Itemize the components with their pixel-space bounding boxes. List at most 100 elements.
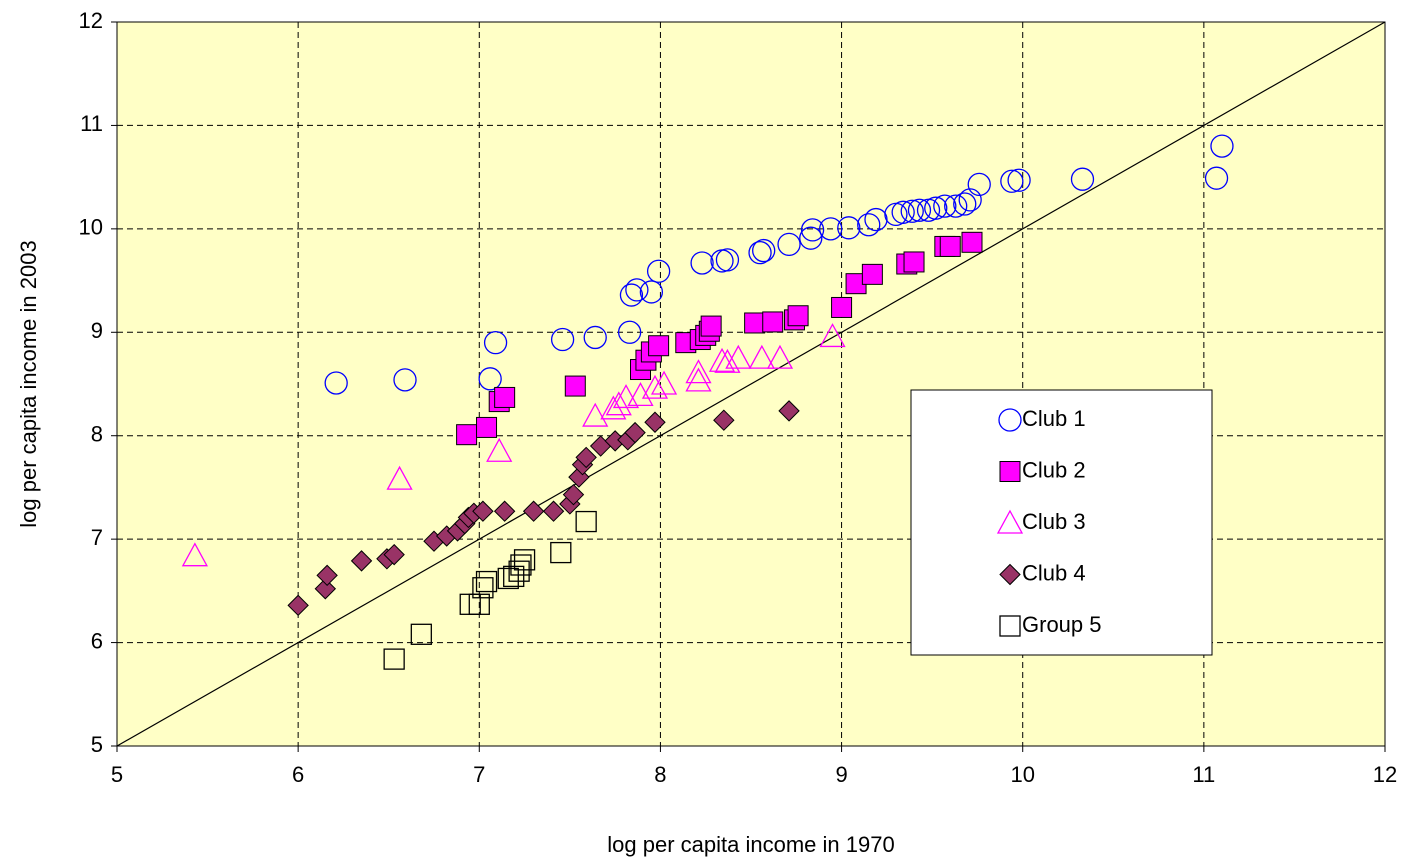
y-tick-label: 7 [91, 525, 103, 550]
point [644, 411, 666, 433]
reference-line [116, 21, 1386, 747]
legend-label: Club 4 [1022, 560, 1086, 585]
y-tick-label: 11 [80, 111, 103, 136]
point [762, 311, 784, 333]
point [708, 347, 736, 372]
x-tick-label: 7 [473, 762, 485, 787]
point [393, 368, 417, 392]
point [617, 320, 642, 344]
y-tick-label: 6 [91, 628, 103, 653]
point [486, 437, 513, 462]
point [639, 280, 664, 304]
point [800, 218, 825, 242]
point [625, 278, 649, 302]
point [181, 542, 208, 567]
point [494, 386, 516, 408]
point [383, 648, 405, 670]
point [513, 549, 536, 571]
x-tick-label: 5 [111, 762, 123, 787]
x-axis-label: log per capita income in 1970 [607, 832, 894, 857]
point [1204, 166, 1229, 190]
point [967, 172, 991, 197]
y-tick-label: 12 [79, 8, 103, 33]
point [1070, 167, 1095, 191]
legend-marker [999, 615, 1021, 637]
point [861, 263, 883, 285]
point [476, 416, 498, 438]
point [575, 446, 597, 469]
point [472, 500, 494, 522]
point [944, 194, 968, 218]
point [646, 259, 671, 283]
point [550, 327, 575, 352]
point [725, 344, 752, 369]
point [907, 198, 932, 222]
point [386, 465, 413, 490]
point [562, 483, 585, 506]
point [690, 251, 714, 275]
point [575, 510, 597, 533]
point [641, 374, 669, 399]
point [503, 565, 525, 588]
point [650, 370, 678, 395]
x-tick-label: 6 [292, 762, 304, 787]
legend-label: Club 1 [1022, 406, 1086, 431]
plot-border [116, 21, 1386, 747]
point [612, 384, 640, 409]
point [900, 199, 924, 223]
point [787, 305, 809, 327]
legend-label: Club 2 [1022, 457, 1086, 482]
point [777, 232, 801, 257]
point [497, 567, 519, 590]
point [953, 192, 977, 216]
point [831, 296, 853, 318]
point [713, 409, 735, 431]
point [582, 402, 609, 427]
point [456, 424, 478, 446]
y-tick-label: 5 [91, 732, 103, 757]
point [778, 400, 800, 422]
point [819, 323, 846, 348]
point [383, 543, 405, 566]
point [1000, 169, 1024, 193]
point [799, 226, 823, 250]
point [508, 560, 530, 582]
point [924, 196, 948, 220]
point [564, 375, 586, 397]
point [475, 570, 498, 593]
y-tick-label: 10 [79, 215, 103, 240]
point [648, 335, 670, 357]
point [468, 593, 490, 615]
legend-label: Group 5 [1022, 612, 1102, 637]
point [857, 213, 881, 237]
point [891, 200, 915, 224]
point [542, 500, 565, 522]
point [685, 367, 712, 392]
point [510, 554, 532, 576]
legend-marker [998, 408, 1022, 432]
point [410, 623, 432, 645]
point [961, 231, 983, 253]
point [483, 330, 508, 355]
point [624, 421, 646, 444]
point [472, 577, 494, 599]
point [522, 500, 545, 522]
point [715, 248, 740, 272]
point [958, 188, 982, 212]
point [493, 500, 516, 522]
point [933, 194, 957, 218]
point [752, 238, 776, 263]
point [744, 312, 766, 334]
point [903, 251, 925, 273]
y-axis-label: log per capita income in 2003 [16, 240, 41, 527]
point [1007, 168, 1031, 192]
point [314, 578, 337, 600]
x-tick-label: 8 [654, 762, 666, 787]
x-tick-label: 9 [835, 762, 847, 787]
point [748, 344, 775, 369]
point [748, 240, 772, 265]
y-tick-label: 9 [91, 318, 103, 343]
point [1210, 134, 1234, 158]
legend-box [910, 389, 1213, 656]
point [939, 235, 961, 257]
